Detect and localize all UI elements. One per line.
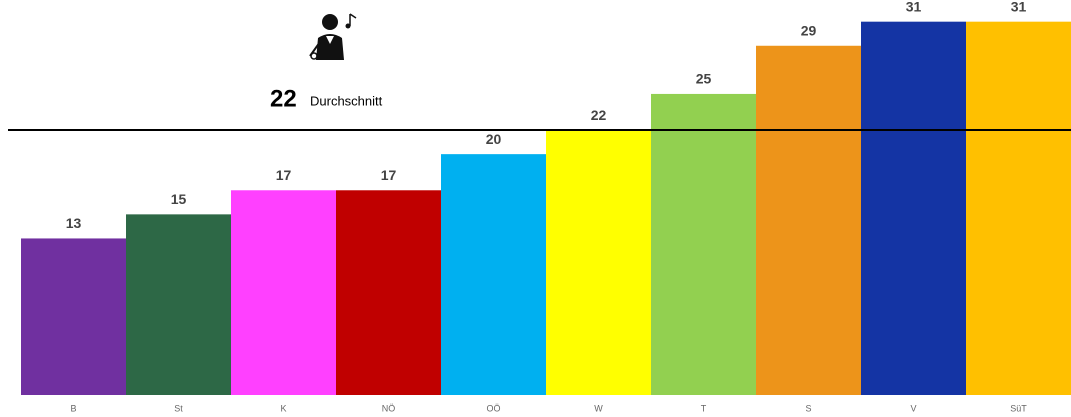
- bar: [756, 45, 861, 395]
- bar: [546, 130, 651, 395]
- average-value: 22: [270, 85, 297, 112]
- x-tick-label: SüT: [1010, 403, 1027, 413]
- x-tick-label: OÖ: [486, 403, 500, 413]
- bar: [336, 190, 441, 395]
- data-label: 17: [381, 167, 397, 183]
- data-label: 20: [486, 131, 502, 147]
- bar: [126, 214, 231, 395]
- bar: [861, 21, 966, 396]
- data-label: 22: [591, 107, 607, 123]
- x-tick-label: T: [701, 403, 707, 413]
- bar: [441, 154, 546, 395]
- data-label: 31: [1011, 0, 1027, 14]
- x-tick-label: V: [910, 403, 916, 413]
- x-tick-label: NÖ: [382, 403, 396, 413]
- bar: [21, 238, 126, 395]
- bar: [966, 21, 1071, 396]
- bar: [231, 190, 336, 395]
- data-label: 13: [66, 215, 82, 231]
- data-label: 31: [906, 0, 922, 14]
- data-label: 17: [276, 167, 292, 183]
- x-tick-label: St: [174, 403, 183, 413]
- x-tick-label: S: [805, 403, 811, 413]
- data-label: 15: [171, 191, 187, 207]
- x-tick-label: K: [280, 403, 286, 413]
- x-tick-label: W: [594, 403, 603, 413]
- data-label: 29: [801, 22, 817, 38]
- bar: [651, 93, 756, 396]
- conductor-icon: [309, 13, 357, 60]
- average-label: Durchschnitt: [310, 93, 383, 108]
- data-label: 25: [696, 71, 712, 87]
- x-tick-label: B: [70, 403, 76, 413]
